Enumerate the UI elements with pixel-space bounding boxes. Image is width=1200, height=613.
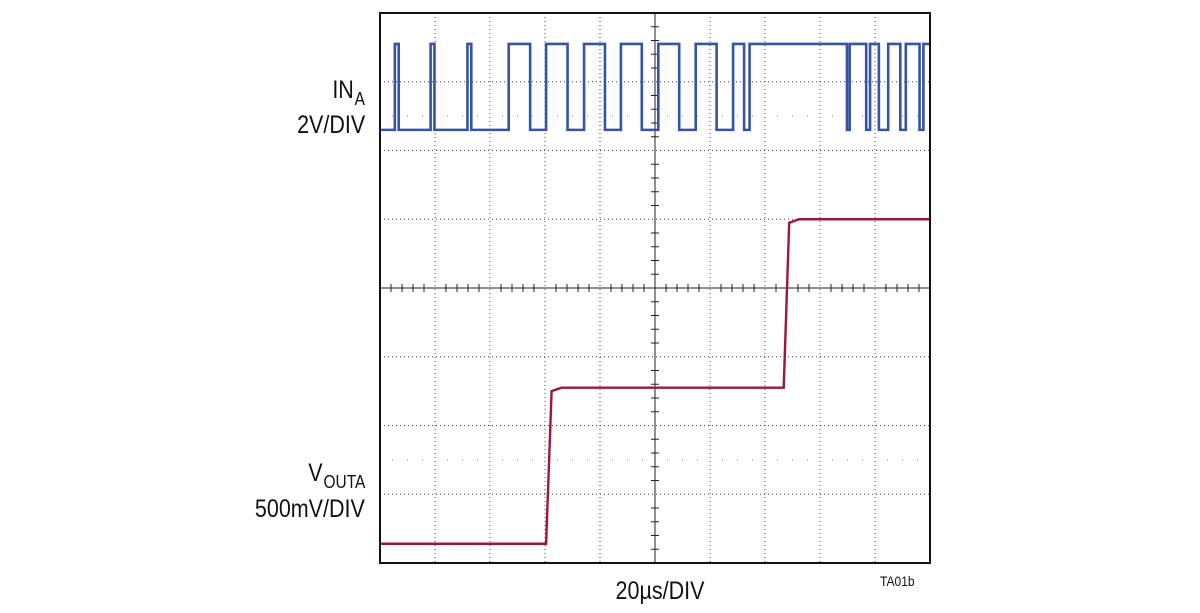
- in-a-channel-label: INA: [332, 75, 365, 109]
- plot-grid: [380, 13, 930, 563]
- time-scale-label: 20µs/DIV: [615, 577, 705, 605]
- vout-a-channel-label: VOUTA: [307, 458, 365, 492]
- in-a-scale-label: 2V/DIV: [296, 111, 365, 139]
- in-a-name: IN: [332, 76, 354, 104]
- in-a-subscript: A: [354, 89, 365, 109]
- figure-id: TA01b: [880, 573, 915, 589]
- traces: [380, 42, 930, 545]
- in-a-trace: [380, 42, 930, 132]
- plot-frame: [379, 12, 931, 564]
- vout-a-scale-label: 500mV/DIV: [255, 495, 365, 523]
- vout-a-trace: [380, 218, 930, 545]
- vout-a-name: V: [307, 459, 323, 487]
- vout-a-subscript: OUTA: [323, 472, 365, 492]
